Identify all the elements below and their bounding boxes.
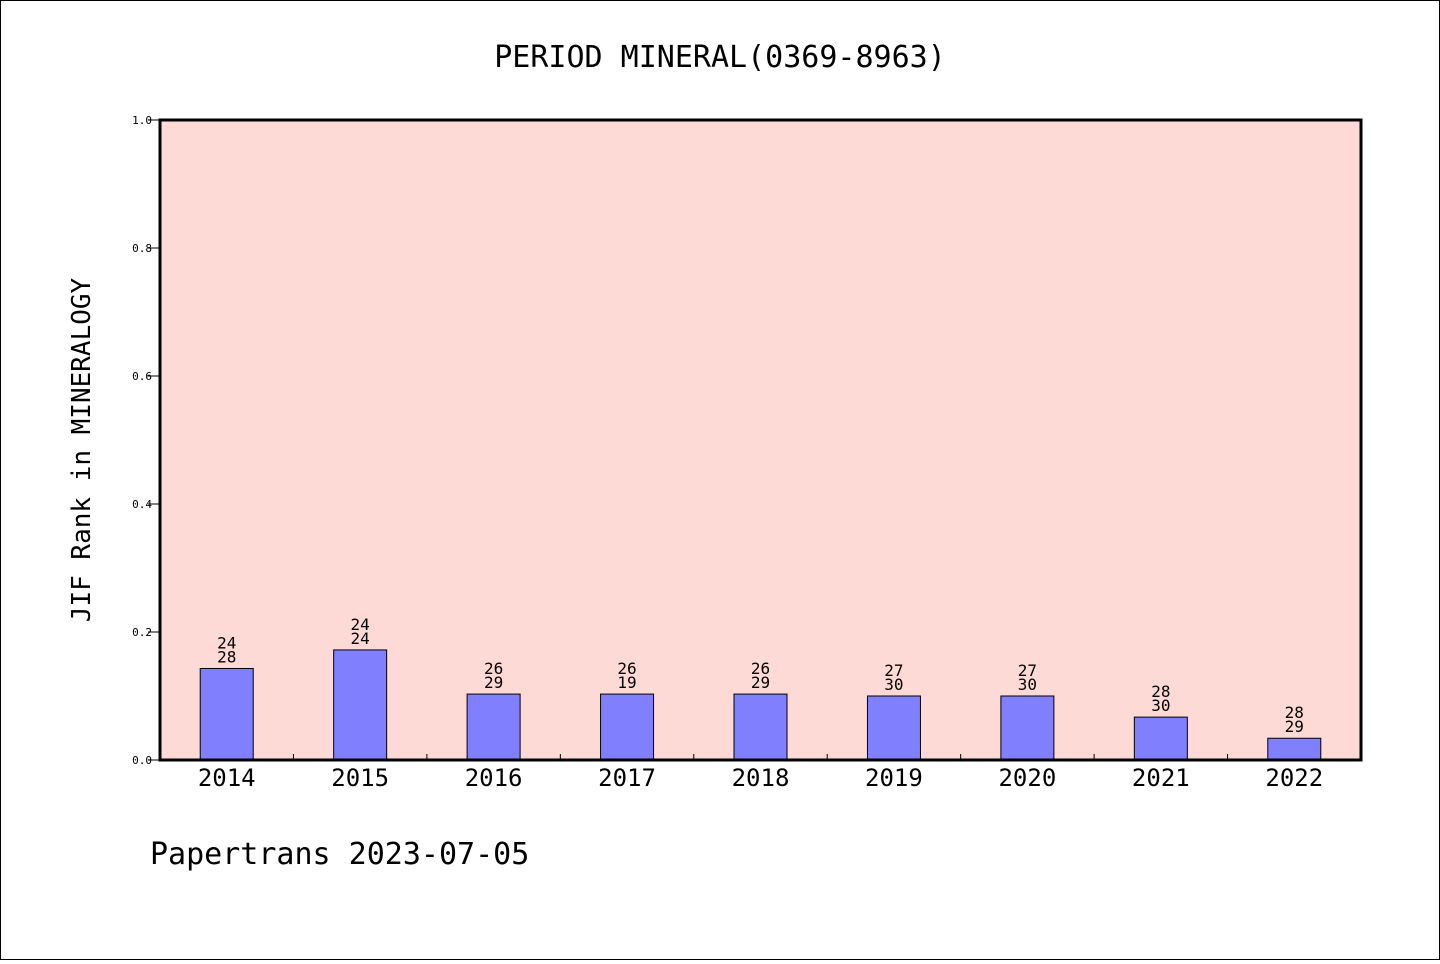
- bar-label-bottom: 24: [351, 629, 370, 648]
- bar-2014: [199, 667, 254, 761]
- x-tick-label: 2018: [732, 764, 790, 792]
- bar-label-bottom: 29: [751, 673, 770, 692]
- plot-border: [158, 118, 1363, 762]
- x-tick-label: 2021: [1132, 764, 1190, 792]
- x-tick-label: 2015: [331, 764, 389, 792]
- y-tick-label: 1.0: [132, 114, 152, 127]
- bar-2020: [1000, 695, 1055, 761]
- bar-2015: [333, 649, 388, 761]
- y-tick-label: 0.0: [132, 754, 152, 767]
- bar-label-top: 26: [617, 659, 636, 678]
- bar-2016: [466, 693, 521, 761]
- bar-label-top: 26: [484, 659, 503, 678]
- bar-label-bottom: 29: [484, 673, 503, 692]
- x-tick-label: 2017: [598, 764, 656, 792]
- bar-label-bottom: 30: [1018, 675, 1037, 694]
- bar-2018: [733, 693, 788, 761]
- bar-label-top: 24: [351, 615, 370, 634]
- y-tick-label: 0.6: [132, 370, 152, 383]
- bar-2019: [866, 695, 921, 761]
- bar-label-top: 28: [1151, 682, 1170, 701]
- bar-label-top: 26: [751, 659, 770, 678]
- y-tick-label: 0.2: [132, 626, 152, 639]
- bar-label-bottom: 30: [884, 675, 903, 694]
- bar-2017: [600, 693, 655, 761]
- x-tick-label: 2019: [865, 764, 923, 792]
- bar-2021: [1133, 716, 1188, 761]
- x-tick-label: 2016: [465, 764, 523, 792]
- bar-label-bottom: 28: [217, 647, 236, 666]
- bar-label-top: 24: [217, 633, 236, 652]
- bar-label-bottom: 19: [617, 673, 636, 692]
- y-tick-label: 0.8: [132, 242, 152, 255]
- y-axis-label: JIF Rank in MINERALOGY: [67, 277, 97, 622]
- bar-2022: [1267, 737, 1322, 761]
- x-tick-label: 2014: [198, 764, 256, 792]
- x-tick-label: 2022: [1265, 764, 1323, 792]
- bar-label-bottom: 30: [1151, 696, 1170, 715]
- bar-label-top: 27: [884, 661, 903, 680]
- x-tick-label: 2020: [998, 764, 1056, 792]
- bar-label-top: 27: [1018, 661, 1037, 680]
- bar-label-bottom: 29: [1285, 717, 1304, 736]
- y-tick-label: 0.4: [132, 498, 152, 511]
- footer-text: Papertrans 2023-07-05: [150, 837, 529, 872]
- chart-title: PERIOD MINERAL(0369-8963): [494, 40, 946, 75]
- bar-label-top: 28: [1285, 703, 1304, 722]
